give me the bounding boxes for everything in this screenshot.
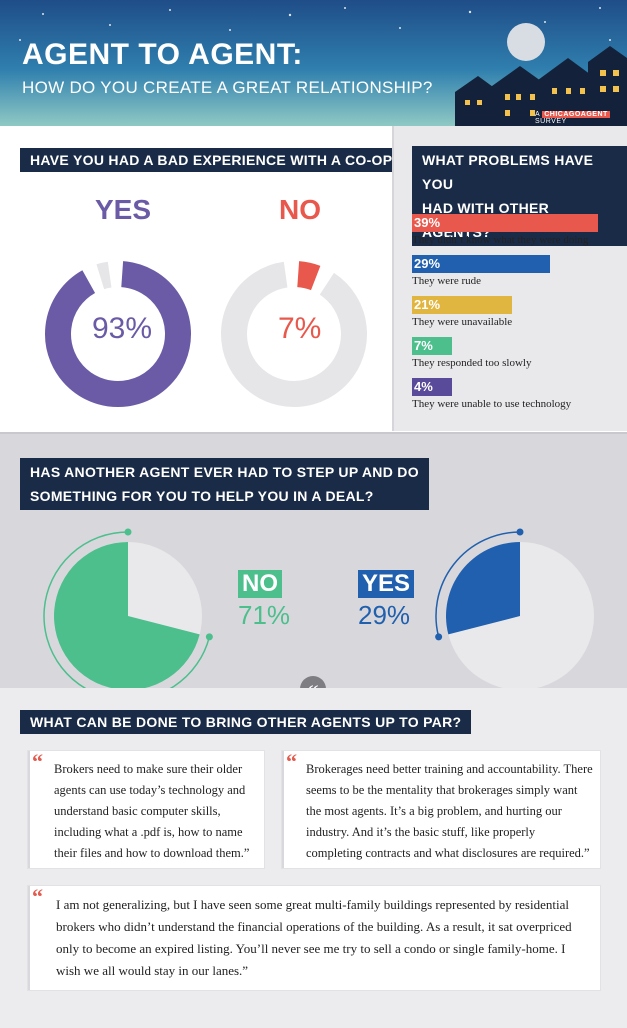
quote-card-2: “ Brokerages need better training and ac…	[282, 749, 600, 868]
problem-bar-label: They were unable to use technology	[412, 398, 572, 410]
yes-percent-step: 29%	[358, 600, 411, 630]
problem-bar: 21%	[412, 296, 513, 314]
problem-bar-percent: 39%	[414, 215, 441, 230]
credit-brand: CHICAGOAGENT	[542, 111, 610, 118]
problem-bar-label: They were rude	[412, 275, 482, 287]
question-improve: WHAT CAN BE DONE TO BRING OTHER AGENTS U…	[20, 710, 472, 734]
yes-box: YES 29%	[358, 570, 415, 631]
no-pie-endpoint	[124, 528, 132, 536]
yes-percent: 93%	[92, 312, 153, 345]
question-step-up-line1: HAS ANOTHER AGENT EVER HAD TO STEP UP AN…	[30, 464, 419, 480]
no-donut-remainder-arc	[221, 261, 367, 407]
quote-text-3: I am not generalizing, but I have seen s…	[56, 897, 572, 978]
yes-donut-value-arc	[45, 261, 191, 407]
quote-icon: “	[286, 749, 297, 774]
question-bad-experience: HAVE YOU HAD A BAD EXPERIENCE WITH A CO-…	[20, 148, 466, 172]
yes-pie-endpoint	[435, 633, 443, 641]
problem-bar: 7%	[412, 337, 452, 355]
yes-label: YES	[95, 194, 152, 225]
header-banner: AGENT TO AGENT: HOW DO YOU CREATE A GREA…	[0, 0, 627, 126]
question-step-up-line2: SOMETHING FOR YOU TO HELP YOU IN A DEAL?	[30, 488, 374, 504]
no-pie-chart	[43, 528, 213, 701]
yes-pie-chart	[435, 528, 594, 690]
yes-donut-remainder-arc	[96, 261, 112, 290]
no-percent: 7%	[278, 312, 322, 345]
credit-prefix: A	[535, 111, 540, 118]
problem-bar-label: They responded too slowly	[412, 357, 532, 369]
yes-pie-endpoint	[516, 528, 524, 536]
page-subtitle: HOW DO YOU CREATE A GREAT RELATIONSHIP?	[22, 78, 433, 97]
yes-label-box: YES	[358, 570, 415, 598]
improve-section: WHAT CAN BE DONE TO BRING OTHER AGENTS U…	[0, 688, 627, 1028]
no-label-box: NO	[238, 570, 282, 598]
night-skyline-illustration	[19, 7, 627, 126]
survey-credit: A CHICAGOAGENT SURVEY	[535, 111, 627, 125]
no-donut-value-arc	[296, 261, 321, 291]
no-pie-slice	[54, 542, 200, 690]
step-up-section: HAS ANOTHER AGENT EVER HAD TO STEP UP AN…	[0, 432, 627, 705]
no-pie-outline	[43, 531, 211, 701]
problem-bar: 4%	[412, 378, 452, 396]
no-pie-endpoint	[205, 633, 213, 641]
yes-pie-slice	[446, 542, 520, 635]
credit-suffix: SURVEY	[535, 118, 567, 125]
yes-pie-outline	[435, 531, 521, 638]
problem-bar-label: They didn’t know what they were doing	[412, 234, 589, 246]
problem-bar-percent: 29%	[414, 256, 441, 271]
problem-bar-percent: 21%	[414, 297, 441, 312]
quote-icon: “	[32, 884, 43, 909]
no-percent-step: 71%	[238, 600, 291, 630]
question-step-up: HAS ANOTHER AGENT EVER HAD TO STEP UP AN…	[20, 458, 429, 510]
quote-card-1: “ Brokers need to make sure their older …	[28, 749, 264, 868]
question-problems-line1: WHAT PROBLEMS HAVE YOU	[422, 152, 594, 192]
quote-text-1: Brokers need to make sure their older ag…	[54, 762, 250, 860]
no-box: NO 71%	[238, 570, 290, 631]
problems-section: WHAT PROBLEMS HAVE YOU HAD WITH OTHER AG…	[392, 126, 627, 431]
problems-bar-chart: 39% They didn’t know what they were doing…	[412, 214, 622, 424]
problem-bar: 39%	[412, 214, 598, 232]
problem-bar-percent: 4%	[414, 379, 433, 394]
problem-bar-label: They were unavailable	[412, 316, 513, 328]
problem-bar: 29%	[412, 255, 551, 273]
no-donut-chart	[221, 261, 367, 407]
quote-icon: “	[32, 749, 43, 774]
page-title: AGENT TO AGENT:	[22, 38, 303, 71]
no-label: NO	[279, 194, 321, 225]
quote-text-2: Brokerages need better training and acco…	[306, 762, 593, 860]
problem-bar-percent: 7%	[414, 338, 433, 353]
yes-donut-chart	[45, 261, 191, 407]
quote-card-3: “ I am not generalizing, but I have seen…	[28, 884, 600, 990]
moon-icon	[507, 23, 545, 61]
